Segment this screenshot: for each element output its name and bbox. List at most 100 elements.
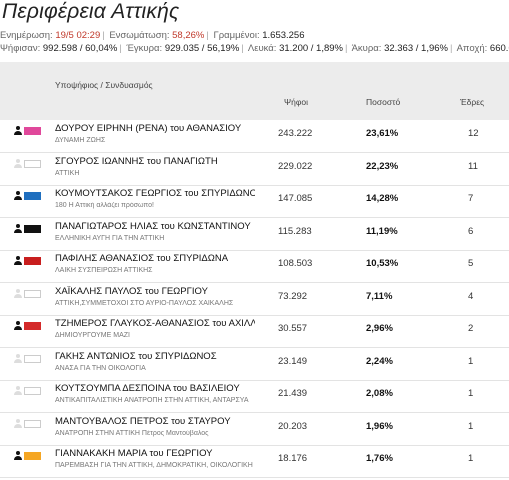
candidate-name[interactable]: ΤΖΗΜΕΡΟΣ ΓΛΑΥΚΟΣ-ΑΘΑΝΑΣΙΟΣ του ΑΧΙΛΛΕΑ (55, 318, 255, 329)
party-name: ΑΝΤΙΚΑΠΙΤΑΛΙΣΤΙΚΗ ΑΝΑΤΡΟΠΗ ΣΤΗΝ ΑΤΤΙΚΗ, … (55, 397, 249, 404)
party-color-swatch (24, 159, 41, 168)
table-row[interactable]: ΠΑΦΙΛΗΣ ΑΘΑΝΑΣΙΟΣ του ΣΠΥΡΙΔΩΝΑ ΛΑΪΚΗ ΣΥΣ… (0, 250, 509, 283)
party-name: ΕΛΛΗΝΙΚΗ ΑΥΓΗ ΓΙΑ ΤΗΝ ΑΤΤΙΚΗ (55, 234, 165, 242)
percent-value: 10,53% (366, 258, 399, 269)
header-candidate: Υποψήφιος / Συνδυασμός (55, 80, 153, 90)
party-color-marker (14, 321, 42, 330)
party-color-swatch (24, 127, 41, 135)
candidate-name[interactable]: ΧΑΪΚΑΛΗΣ ΠΑΥΛΟΣ του ΓΕΩΡΓΙΟΥ (55, 285, 208, 297)
stats-line-1: Ενημέρωση: 19/5 02:29 | Ενσωμάτωση: 58,26… (0, 30, 305, 41)
person-icon (14, 288, 22, 298)
person-icon (14, 191, 22, 200)
person-icon (14, 353, 22, 363)
candidate-name[interactable]: ΣΓΟΥΡΟΣ ΙΩΑΝΝΗΣ του ΠΑΝΑΓΙΩΤΗ (55, 155, 218, 167)
person-icon (14, 126, 22, 135)
candidate-name[interactable]: ΚΟΥΤΣΟΥΜΠΑ ΔΕΣΠΟΙΝΑ του ΒΑΣΙΛΕΙΟΥ (55, 383, 240, 394)
party-name: ΔΗΜΙΟΥΡΓΟΥΜΕ ΜΑΖΙ (55, 332, 130, 339)
percent-value: 1,76% (366, 453, 393, 464)
votes-value: 23.149 (278, 355, 308, 367)
percent-value: 7,11% (366, 290, 393, 302)
incorporated-value: 58,26% (172, 30, 205, 41)
blank-label: Λευκά: (247, 43, 277, 54)
table-row[interactable]: ΧΑΪΚΑΛΗΣ ΠΑΥΛΟΣ του ΓΕΩΡΓΙΟΥ ΑΤΤΙΚΗ,ΣΥΜΜΕ… (0, 283, 509, 316)
table-row[interactable]: ΠΑΝΑΓΙΩΤΑΡΟΣ ΗΛΙΑΣ του ΚΩΝΣΤΑΝΤΙΝΟΥ ΕΛΛΗΝ… (0, 218, 509, 251)
abstention-label: Αποχή: (456, 43, 488, 54)
table-row[interactable]: ΚΟΥΜΟΥΤΣΑΚΟΣ ΓΕΩΡΓΙΟΣ του ΣΠΥΡΙΔΩΝΟΣ 180 … (0, 185, 509, 218)
percent-value: 2,24% (366, 355, 393, 367)
valid-value: 929.035 / 56,19% (164, 43, 240, 54)
page-title: Περιφέρεια Αττικής (2, 0, 180, 23)
incorporated-label: Ενσωμάτωση: (109, 30, 170, 41)
party-name: ΑΤΤΙΚΗ,ΣΥΜΜΕΤΟΧΟΙ ΣΤΟ ΑΥΡΙΟ-ΠΑΥΛΟΣ ΧΑΪΚΑ… (55, 299, 234, 307)
party-color-marker (14, 451, 42, 460)
party-color-swatch (24, 289, 41, 298)
voted-value: 992.598 / 60,04% (42, 43, 118, 54)
valid-label: Έγκυρα: (126, 43, 163, 54)
votes-value: 147.085 (278, 193, 313, 204)
invalid-label: Άκυρα: (351, 43, 382, 54)
percent-value: 14,28% (366, 193, 399, 204)
abstention-value: 660.658 (489, 43, 509, 54)
party-color-marker (14, 418, 42, 428)
seats-value: 1 (468, 355, 474, 367)
person-icon (14, 223, 22, 233)
party-name: ΑΝΑΣΑ ΓΙΑ ΤΗΝ ΟΙΚΟΛΟΓΙΑ (55, 364, 146, 372)
party-color-marker (14, 158, 42, 168)
party-name: ΑΤΤΙΚΗ (55, 169, 80, 177)
votes-value: 73.292 (278, 290, 308, 302)
header-votes: Ψήφοι (284, 97, 308, 107)
seats-value: 11 (468, 160, 478, 172)
table-row[interactable]: ΤΖΗΜΕΡΟΣ ΓΛΑΥΚΟΣ-ΑΘΑΝΑΣΙΟΣ του ΑΧΙΛΛΕΑ ΔΗ… (0, 315, 509, 348)
table-row[interactable]: ΔΟΥΡΟΥ ΕΙΡΗΝΗ (ΡΕΝΑ) του ΑΘΑΝΑΣΙΟΥ ΔΥΝΑΜΗ… (0, 120, 509, 153)
seats-value: 1 (468, 388, 474, 399)
table-row[interactable]: ΓΑΚΗΣ ΑΝΤΩΝΙΟΣ του ΣΠΥΡΙΔΩΝΟΣ ΑΝΑΣΑ ΓΙΑ Τ… (0, 348, 509, 381)
party-color-swatch (24, 192, 41, 200)
registered-value: 1.653.256 (262, 30, 305, 41)
header-percent: Ποσοστό (366, 97, 401, 107)
votes-value: 30.557 (278, 323, 308, 334)
party-name: ΔΥΝΑΜΗ ΖΩΗΣ (55, 137, 106, 144)
person-icon (14, 256, 22, 265)
table-row[interactable]: ΣΓΟΥΡΟΣ ΙΩΑΝΝΗΣ του ΠΑΝΑΓΙΩΤΗ ΑΤΤΙΚΗ 229.0… (0, 153, 509, 186)
seats-value: 7 (468, 193, 474, 204)
person-icon (14, 386, 22, 395)
table-row[interactable]: ΓΙΑΝΝΑΚΑΚΗ ΜΑΡΙΑ του ΓΕΩΡΓΙΟΥ ΠΑΡΕΜΒΑΣΗ Γ… (0, 445, 509, 478)
party-color-marker (14, 191, 42, 200)
party-name: ΠΑΡΕΜΒΑΣΗ ΓΙΑ ΤΗΝ ΑΤΤΙΚΗ, ΔΗΜΟΚΡΑΤΙΚΗ, Ο… (55, 462, 253, 469)
percent-value: 11,19% (366, 225, 398, 237)
candidate-name[interactable]: ΜΑΝΤΟΥΒΑΛΟΣ ΠΕΤΡΟΣ του ΣΤΑΥΡΟΥ (55, 415, 231, 427)
updated-value: 19/5 02:29 (55, 30, 101, 41)
candidate-name[interactable]: ΓΙΑΝΝΑΚΑΚΗ ΜΑΡΙΑ του ΓΕΩΡΓΙΟΥ (55, 448, 213, 459)
party-color-marker (14, 126, 42, 135)
party-name: ΛΑΪΚΗ ΣΥΣΠΕΙΡΩΣΗ ΑΤΤΙΚΗΣ (55, 267, 153, 274)
blank-value: 31.200 / 1,89% (279, 43, 343, 54)
party-color-marker (14, 223, 42, 233)
candidate-name[interactable]: ΔΟΥΡΟΥ ΕΙΡΗΝΗ (ΡΕΝΑ) του ΑΘΑΝΑΣΙΟΥ (55, 123, 242, 134)
seats-value: 1 (468, 420, 474, 432)
candidate-name[interactable]: ΓΑΚΗΣ ΑΝΤΩΝΙΟΣ του ΣΠΥΡΙΔΩΝΟΣ (55, 350, 217, 362)
party-color-swatch (24, 354, 41, 363)
updated-label: Ενημέρωση: (0, 30, 53, 41)
voted-label: Ψήφισαν: (0, 43, 41, 54)
votes-value: 115.283 (278, 225, 312, 237)
percent-value: 22,23% (366, 160, 399, 172)
candidate-name[interactable]: ΠΑΦΙΛΗΣ ΑΘΑΝΑΣΙΟΣ του ΣΠΥΡΙΔΩΝΑ (55, 253, 229, 264)
candidate-name[interactable]: ΚΟΥΜΟΥΤΣΑΚΟΣ ΓΕΩΡΓΙΟΣ του ΣΠΥΡΙΔΩΝΟΣ (55, 188, 255, 199)
party-color-marker (14, 386, 42, 395)
votes-value: 229.022 (278, 160, 313, 172)
seats-value: 6 (468, 225, 474, 237)
party-color-marker (14, 288, 42, 298)
percent-value: 2,96% (366, 323, 393, 334)
party-name: 180 Η Αττική αλλάζει πρόσωπο! (55, 202, 154, 209)
seats-value: 2 (468, 323, 474, 334)
registered-label: Γραμμένοι: (213, 30, 260, 41)
party-color-swatch (24, 387, 41, 395)
person-icon (14, 158, 22, 168)
percent-value: 2,08% (366, 388, 393, 399)
table-row[interactable]: ΚΟΥΤΣΟΥΜΠΑ ΔΕΣΠΟΙΝΑ του ΒΑΣΙΛΕΙΟΥ ΑΝΤΙΚΑΠ… (0, 380, 509, 413)
percent-value: 23,61% (366, 128, 399, 139)
votes-value: 243.222 (278, 128, 313, 139)
table-row[interactable]: ΜΑΝΤΟΥΒΑΛΟΣ ΠΕΤΡΟΣ του ΣΤΑΥΡΟΥ ΑΝΑΤΡΟΠΗ Σ… (0, 413, 509, 446)
candidate-name[interactable]: ΠΑΝΑΓΙΩΤΑΡΟΣ ΗΛΙΑΣ του ΚΩΝΣΤΑΝΤΙΝΟΥ (55, 220, 251, 232)
percent-value: 1,96% (366, 420, 393, 432)
